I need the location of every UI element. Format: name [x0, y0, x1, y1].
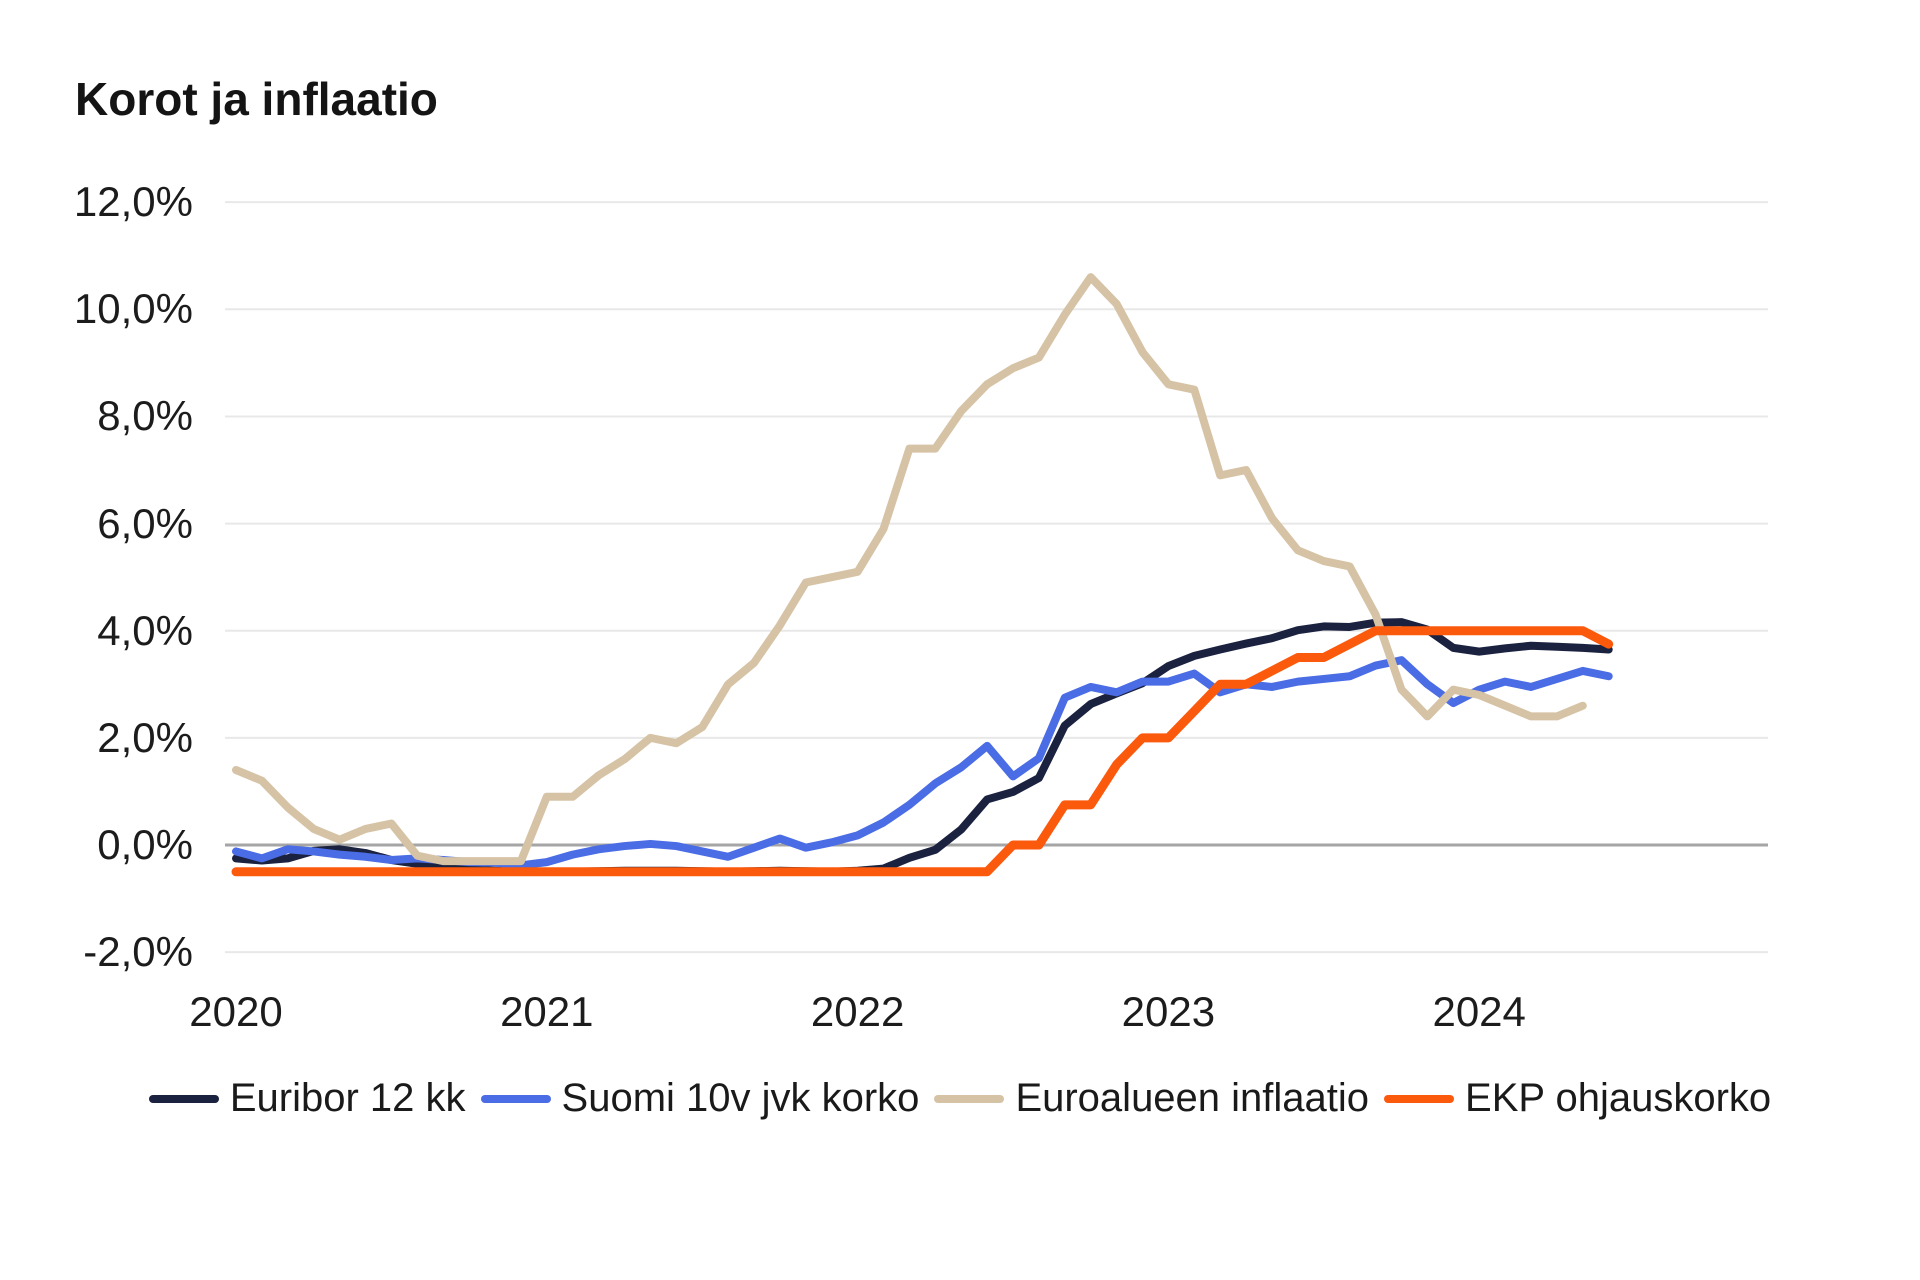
legend-label: Suomi 10v jvk korko — [561, 1076, 920, 1120]
legend-swatch-icon — [480, 1094, 551, 1103]
x-tick-label: 2020 — [189, 988, 283, 1035]
legend-swatch-icon — [148, 1094, 219, 1103]
y-tick-label: -2,0% — [83, 928, 193, 976]
x-tick-label: 2023 — [1121, 988, 1216, 1035]
y-tick-label: 6,0% — [97, 499, 193, 547]
series-line-euroalueen-inflaatio — [232, 273, 1587, 866]
legend-item: Euroalueen inflaatio — [934, 1076, 1369, 1121]
legend-label: Euribor 12 kk — [229, 1076, 466, 1120]
legend-label: Euroalueen inflaatio — [1015, 1076, 1370, 1120]
legend-item: EKP ohjauskorko — [1384, 1076, 1771, 1121]
x-tick-label: 2021 — [500, 988, 594, 1035]
y-tick-label: 10,0% — [73, 285, 193, 333]
legend: Euribor 12 kk Suomi 10v jvk korko Euroalue… — [0, 1076, 1920, 1121]
series-line-ekp-ohjauskorko — [231, 626, 1614, 877]
legend-item: Euribor 12 kk — [148, 1076, 466, 1121]
y-tick-label: 12,0% — [73, 178, 193, 226]
x-tick-label: 2024 — [1432, 988, 1526, 1035]
x-tick-label: 2022 — [810, 988, 905, 1035]
legend-swatch-icon — [1384, 1094, 1455, 1103]
legend-item: Suomi 10v jvk korko — [480, 1076, 920, 1121]
y-tick-label: 4,0% — [97, 606, 193, 654]
y-tick-label: 0,0% — [97, 821, 193, 868]
y-tick-label: 2,0% — [97, 713, 193, 761]
chart-title: Korot ja inflaatio — [75, 73, 438, 125]
y-tick-label: 8,0% — [97, 392, 193, 440]
legend-label: EKP ohjauskorko — [1465, 1076, 1772, 1120]
legend-swatch-icon — [934, 1094, 1005, 1103]
